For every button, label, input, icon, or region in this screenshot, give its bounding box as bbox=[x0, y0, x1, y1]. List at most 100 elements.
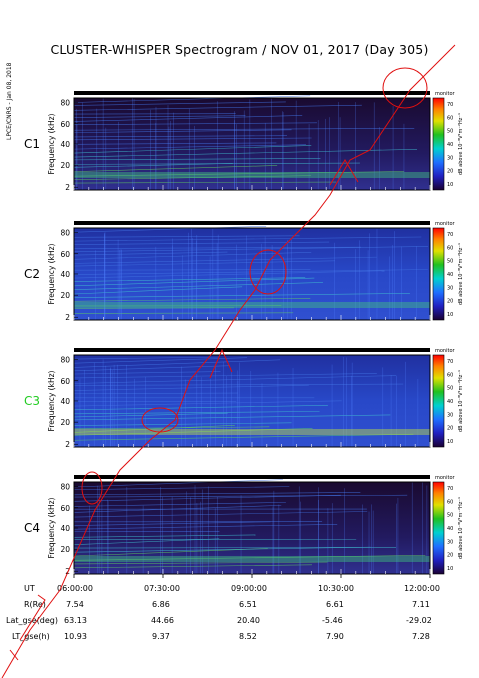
low-freq-band bbox=[74, 429, 430, 435]
status-bar bbox=[74, 221, 430, 225]
ut-value: 06:00:00 bbox=[57, 584, 93, 593]
r-value: 6.61 bbox=[326, 600, 344, 609]
lt-value: 7.90 bbox=[326, 632, 344, 641]
colorbar bbox=[432, 354, 445, 448]
colorbar-tick-label: 50 bbox=[447, 129, 453, 135]
y-tick-label: 20 bbox=[60, 291, 70, 300]
colorbar-tick-label: 30 bbox=[447, 412, 453, 418]
lat-value: -5.46 bbox=[322, 616, 343, 625]
y-axis-label: Frequency (kHz) bbox=[47, 497, 56, 558]
low-freq-band bbox=[74, 556, 430, 562]
mode-label: monitor bbox=[435, 221, 456, 227]
colorbar-tick-label: 60 bbox=[447, 499, 453, 505]
y-tick-label: 40 bbox=[60, 397, 70, 406]
y-tick-label: 20 bbox=[60, 161, 70, 170]
colorbar-tick-label: 60 bbox=[447, 372, 453, 378]
colorbar-tick-label: 20 bbox=[447, 553, 453, 559]
colorbar-tick-label: 30 bbox=[447, 285, 453, 291]
colorbar-tick-label: 60 bbox=[447, 115, 453, 121]
y-tick-label: 80 bbox=[60, 99, 70, 108]
y-tick-label: 2 bbox=[65, 313, 70, 322]
status-bar bbox=[74, 475, 430, 479]
y-tick-label: 60 bbox=[60, 377, 70, 386]
r-value: 7.11 bbox=[412, 600, 430, 609]
panel-c3: 80 60 40 20 2 Frequency (kHz) C3 70 60 50 40 30 20 10… bbox=[24, 348, 464, 449]
ut-row: UT 06:00:00 07:30:00 09:00:00 10:30:00 1… bbox=[0, 584, 479, 596]
r-label: R(Re) bbox=[24, 600, 46, 609]
y-tick-label: 80 bbox=[60, 356, 70, 365]
y-tick-label: 2 bbox=[65, 183, 70, 192]
colorbar-tick-label: 40 bbox=[447, 142, 453, 148]
colorbar-tick-label: 50 bbox=[447, 386, 453, 392]
colorbar-tick-label: 70 bbox=[447, 102, 453, 108]
panel-label: C1 bbox=[24, 137, 40, 151]
y-axis-label: Frequency (kHz) bbox=[47, 113, 56, 174]
colorbar-tick-label: 70 bbox=[447, 232, 453, 238]
panel-c4: 80 60 40 20 2 Frequency (kHz) C4 70 60 50 40 30 20 10… bbox=[24, 475, 464, 576]
y-tick-label: 20 bbox=[60, 545, 70, 554]
ut-value: 12:00:00 bbox=[404, 584, 440, 593]
lat-value: 20.40 bbox=[237, 616, 260, 625]
colorbar-tick-label: 40 bbox=[447, 526, 453, 532]
lt-value: 8.52 bbox=[239, 632, 257, 641]
colorbar bbox=[432, 227, 445, 321]
y-tick-label: 60 bbox=[60, 120, 70, 129]
ut-label: UT bbox=[24, 584, 35, 593]
lat-value: -29.02 bbox=[406, 616, 432, 625]
colorbar-tick-label: 10 bbox=[447, 182, 453, 188]
colorbar-tick-label: 30 bbox=[447, 155, 453, 161]
colorbar-label: dB above 10⁻⁸V²m⁻²Hz⁻¹ bbox=[458, 370, 464, 432]
low-freq-band bbox=[74, 302, 430, 308]
y-tick-label: 40 bbox=[60, 524, 70, 533]
colorbar-tick-label: 50 bbox=[447, 513, 453, 519]
ut-value: 10:30:00 bbox=[318, 584, 354, 593]
ut-value: 07:30:00 bbox=[144, 584, 180, 593]
status-bar bbox=[74, 91, 430, 95]
lat-label: Lat_gse(deg) bbox=[6, 616, 58, 625]
lt-label: LT_gse(h) bbox=[12, 632, 50, 641]
colorbar-tick-label: 60 bbox=[447, 245, 453, 251]
colorbar-tick-label: 70 bbox=[447, 359, 453, 365]
mode-label: monitor bbox=[435, 91, 456, 97]
y-tick-label: 2 bbox=[65, 567, 70, 576]
colorbar-tick-label: 30 bbox=[447, 539, 453, 545]
colorbar bbox=[432, 481, 445, 575]
y-axis-label: Frequency (kHz) bbox=[47, 243, 56, 304]
colorbar-tick-label: 70 bbox=[447, 486, 453, 492]
lat-value: 44.66 bbox=[151, 616, 174, 625]
status-bar bbox=[74, 348, 430, 352]
y-tick-label: 40 bbox=[60, 270, 70, 279]
colorbar bbox=[432, 97, 445, 191]
colorbar-tick-label: 10 bbox=[447, 566, 453, 572]
colorbar-label: dB above 10⁻⁸V²m⁻²Hz⁻¹ bbox=[458, 243, 464, 305]
y-tick-label: 20 bbox=[60, 418, 70, 427]
colorbar-tick-label: 40 bbox=[447, 272, 453, 278]
panel-label: C3 bbox=[24, 394, 40, 408]
y-tick-label: 60 bbox=[60, 250, 70, 259]
r-value: 6.51 bbox=[239, 600, 257, 609]
ut-value: 09:00:00 bbox=[231, 584, 267, 593]
lt-value: 10.93 bbox=[64, 632, 87, 641]
y-axis-label: Frequency (kHz) bbox=[47, 370, 56, 431]
colorbar-tick-label: 40 bbox=[447, 399, 453, 405]
r-value: 7.54 bbox=[66, 600, 84, 609]
panel-label: C2 bbox=[24, 267, 40, 281]
panel-label: C4 bbox=[24, 521, 40, 535]
panel-c2: 80 60 40 20 2 Frequency (kHz) C2 70 60 50 40 30 20 10… bbox=[24, 221, 464, 322]
panel-c1: 80 60 40 20 2 Frequency (kHz) C1 70 60 50 40 30 20 10… bbox=[24, 91, 464, 192]
y-tick-label: 60 bbox=[60, 504, 70, 513]
y-tick-label: 40 bbox=[60, 140, 70, 149]
r-value: 6.86 bbox=[152, 600, 170, 609]
colorbar-tick-label: 50 bbox=[447, 259, 453, 265]
lat-row: Lat_gse(deg) 63.13 44.66 20.40 -5.46 -29… bbox=[0, 616, 479, 628]
colorbar-tick-label: 20 bbox=[447, 169, 453, 175]
lt-value: 9.37 bbox=[152, 632, 170, 641]
colorbar-tick-label: 20 bbox=[447, 426, 453, 432]
colorbar-label: dB above 10⁻⁸V²m⁻²Hz⁻¹ bbox=[458, 497, 464, 559]
mode-label: monitor bbox=[435, 475, 456, 481]
colorbar-tick-label: 10 bbox=[447, 439, 453, 445]
y-tick-label: 80 bbox=[60, 483, 70, 492]
lat-value: 63.13 bbox=[64, 616, 87, 625]
colorbar-tick-label: 20 bbox=[447, 299, 453, 305]
